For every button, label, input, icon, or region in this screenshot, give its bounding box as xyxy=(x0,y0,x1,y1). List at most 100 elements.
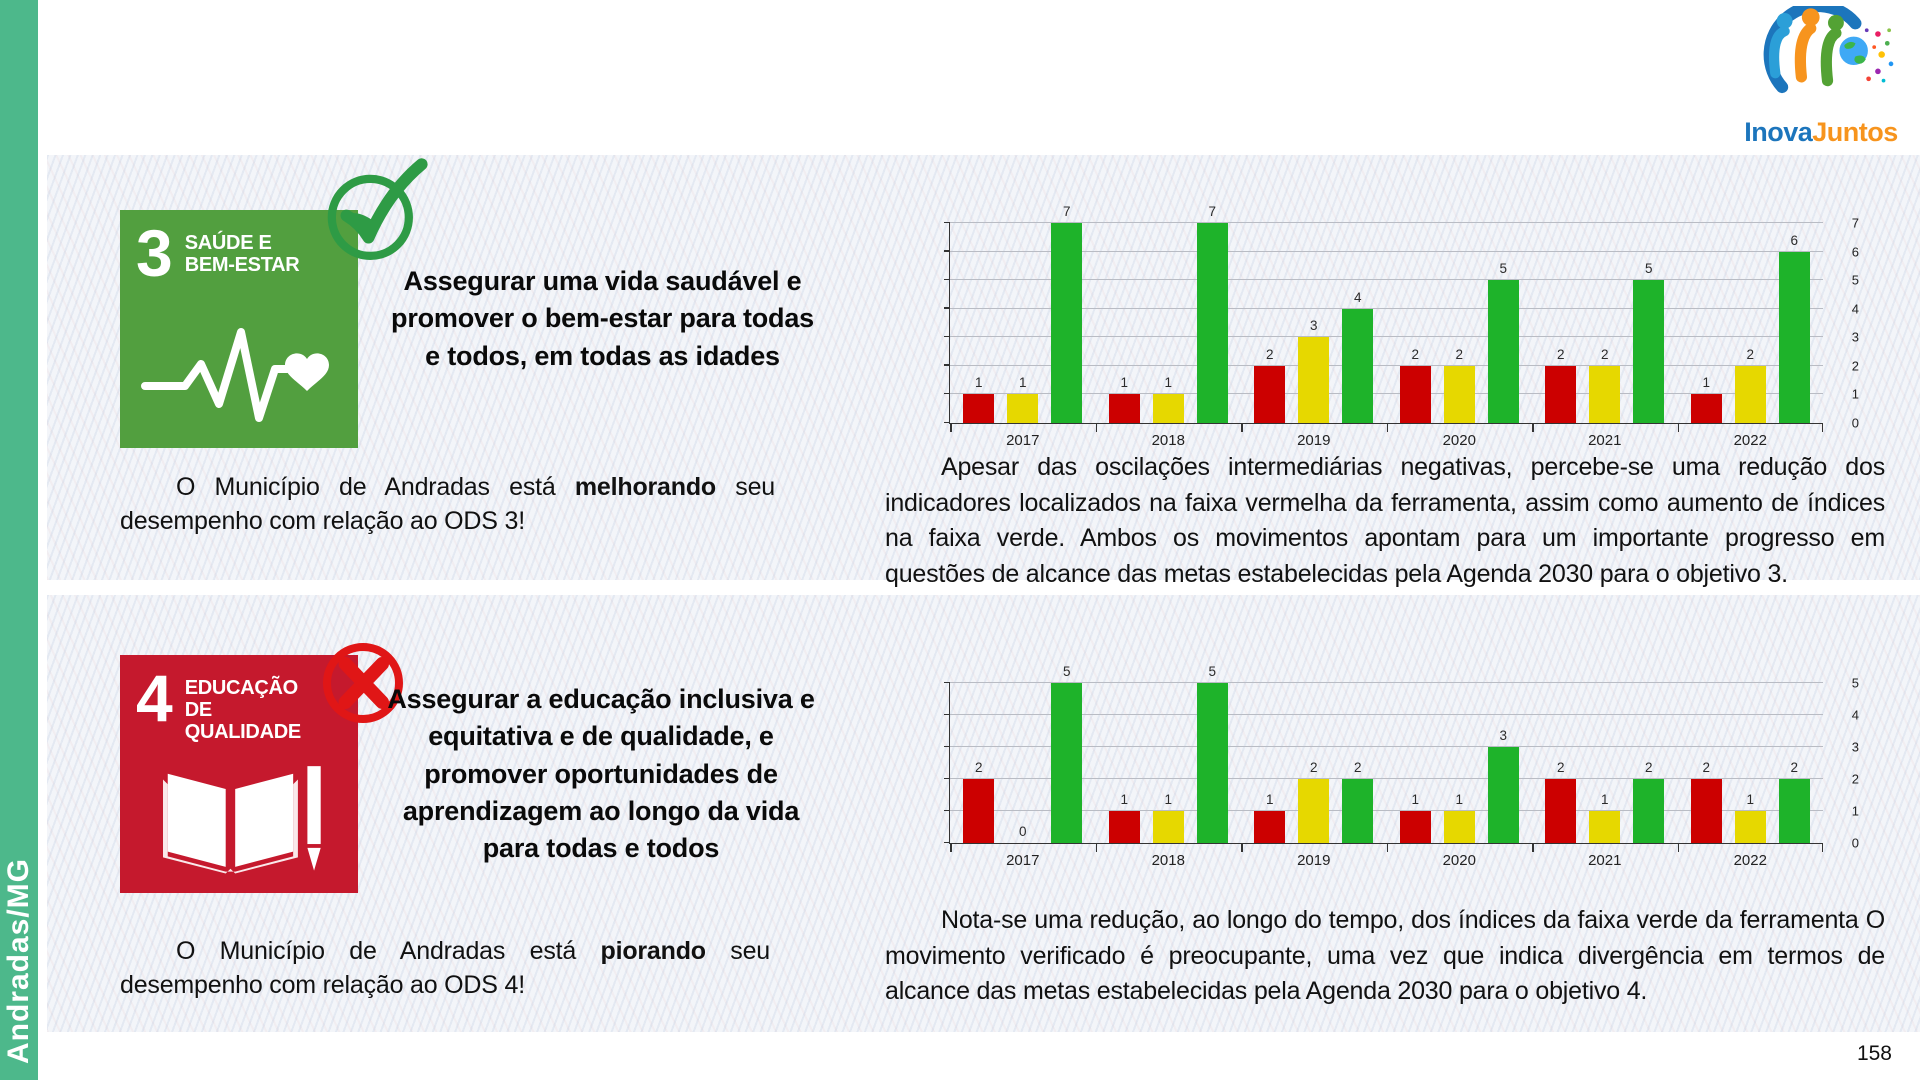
x-axis-tick xyxy=(1532,844,1534,852)
y-axis-tick xyxy=(944,364,950,366)
ods4-goal-heading: Assegurar a educação inclusiva e equitat… xyxy=(387,684,815,863)
yellow-band-bar: 1 xyxy=(1589,792,1621,843)
bar-value-label: 1 xyxy=(1120,792,1129,807)
x-axis-year-label: 2022 xyxy=(1733,852,1767,869)
yellow-band-bar: 2 xyxy=(1443,347,1475,423)
bar-group-2019: 1 2 2 2019 xyxy=(1241,683,1387,869)
bar-value-label: 1 xyxy=(1018,375,1027,391)
bar-value-label: 1 xyxy=(1600,792,1609,807)
bar-group-2021: 2 1 2 2021 xyxy=(1532,683,1678,869)
x-axis-tick xyxy=(1386,424,1388,432)
y-axis-tick xyxy=(944,221,950,223)
x-axis-tick xyxy=(1095,424,1097,432)
gridline xyxy=(950,250,1823,252)
inovajuntos-wordmark: InovaJuntos xyxy=(1736,119,1906,146)
check-icon xyxy=(327,158,428,261)
bar-group-2022: 1 2 6 2022 xyxy=(1677,223,1823,449)
y-axis-tick-label: 2 xyxy=(1851,358,1859,374)
x-axis-year-label: 2019 xyxy=(1297,852,1331,869)
bar-group-2021: 2 2 5 2021 xyxy=(1532,223,1678,449)
red-band-bar: 1 xyxy=(1108,375,1140,423)
ods3-card-header: 3 SAÚDE E BEM-ESTAR xyxy=(120,210,358,286)
page-number: 158 xyxy=(1856,1042,1892,1065)
x-axis-tick xyxy=(1386,844,1388,852)
red-band-bar: 2 xyxy=(1545,347,1577,423)
green-band-bar: 2 xyxy=(1342,760,1374,843)
gridline xyxy=(950,279,1823,281)
y-axis-tick xyxy=(944,777,950,779)
red-band-bar: 2 xyxy=(1254,347,1286,423)
inovajuntos-logo-graphic xyxy=(1763,0,1894,110)
red-band-bar: 2 xyxy=(963,760,995,843)
y-axis-tick-label: 0 xyxy=(1851,835,1859,851)
logo-word-juntos: Juntos xyxy=(1812,117,1898,147)
bar-value-label: 3 xyxy=(1499,728,1508,743)
bar-value-label: 2 xyxy=(1353,760,1362,775)
gridline xyxy=(950,336,1823,338)
y-axis-tick-label: 6 xyxy=(1851,244,1859,260)
y-axis-tick-label: 5 xyxy=(1851,675,1859,691)
red-band-bar: 1 xyxy=(963,375,995,423)
bar-value-label: 2 xyxy=(1702,760,1711,775)
bar-value-label: 2 xyxy=(1790,760,1799,775)
bar-value-label: 1 xyxy=(1164,792,1173,807)
x-axis-tick xyxy=(1241,844,1243,852)
bar-value-label: 2 xyxy=(1455,346,1464,362)
y-axis-tick-label: 1 xyxy=(1851,386,1859,402)
ods3-title: SAÚDE E BEM-ESTAR xyxy=(184,232,300,276)
bar-group-2019: 2 3 4 2019 xyxy=(1241,223,1387,449)
ods3-goal-heading: Assegurar uma vida saudável e promover o… xyxy=(391,266,814,371)
x-axis-year-label: 2017 xyxy=(1006,852,1040,869)
statement-text: O Município de Andradas está xyxy=(176,937,601,965)
bar-value-label: 2 xyxy=(1556,760,1565,775)
y-axis-tick xyxy=(944,841,950,843)
green-band-bar: 5 xyxy=(1196,664,1228,843)
bar-value-label: 1 xyxy=(1265,792,1274,807)
bar-value-label: 1 xyxy=(1702,375,1711,391)
statement-text: seu desempenho com relação ao ODS 4! xyxy=(120,937,770,999)
bar-value-label: 5 xyxy=(1644,261,1653,277)
y-axis-tick-label: 2 xyxy=(1851,771,1859,787)
bar-value-label: 1 xyxy=(1120,375,1129,391)
ods4-goal-card: 4 EDUCAÇÃO DE QUALIDADE xyxy=(120,655,358,893)
red-band-bar: 2 xyxy=(1399,347,1431,423)
y-axis-tick xyxy=(944,809,950,811)
inovajuntos-logo: InovaJuntos xyxy=(1736,0,1906,146)
bar-value-label: 2 xyxy=(974,760,983,775)
red-band-bar: 1 xyxy=(1690,375,1722,423)
bar-value-label: 2 xyxy=(1644,760,1653,775)
bar-value-label: 1 xyxy=(1455,792,1464,807)
x-axis-tick xyxy=(1677,844,1679,852)
green-band-bar: 5 xyxy=(1051,664,1083,843)
green-band-bar: 5 xyxy=(1487,261,1519,423)
green-band-bar: 3 xyxy=(1487,728,1519,843)
green-band-bar: 4 xyxy=(1342,290,1374,423)
y-axis-tick-label: 3 xyxy=(1851,329,1859,345)
x-axis-year-label: 2021 xyxy=(1588,852,1622,869)
x-axis-tick xyxy=(950,844,952,852)
bar-group-2018: 1 1 7 2018 xyxy=(1095,204,1242,449)
x-axis-year-label: 2017 xyxy=(1006,432,1040,449)
yellow-band-bar: 2 xyxy=(1734,347,1766,423)
red-band-bar: 2 xyxy=(1545,760,1577,843)
y-axis-tick xyxy=(944,278,950,281)
bar-value-label: 1 xyxy=(1164,375,1173,391)
bar-value-label: 2 xyxy=(1556,346,1565,362)
x-icon xyxy=(323,643,403,723)
statement-text: O Município de Andradas está xyxy=(176,473,575,501)
x-axis-year-label: 2020 xyxy=(1442,852,1476,869)
yellow-band-bar: 1 xyxy=(1443,792,1475,843)
ods3-analysis: Apesar das oscilações intermediárias neg… xyxy=(885,453,1885,588)
red-band-bar: 1 xyxy=(1108,792,1140,843)
yellow-band-bar: 2 xyxy=(1298,760,1330,843)
bar-value-label: 5 xyxy=(1208,664,1217,679)
heartbeat-heart-icon xyxy=(141,328,329,422)
x-axis-year-label: 2018 xyxy=(1151,852,1185,869)
gridline xyxy=(950,714,1823,715)
gridline xyxy=(950,810,1823,811)
bar-value-label: 2 xyxy=(1265,346,1274,362)
y-axis-tick xyxy=(944,335,950,338)
y-axis-tick xyxy=(944,713,950,715)
y-axis-tick xyxy=(944,681,950,683)
green-band-bar: 2 xyxy=(1633,760,1665,843)
